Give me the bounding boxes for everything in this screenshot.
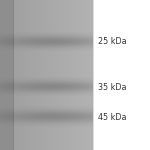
Text: 25 kDa: 25 kDa <box>98 38 127 46</box>
Bar <box>93 0 150 150</box>
Text: 35 kDa: 35 kDa <box>98 82 127 91</box>
Text: 45 kDa: 45 kDa <box>98 112 127 122</box>
